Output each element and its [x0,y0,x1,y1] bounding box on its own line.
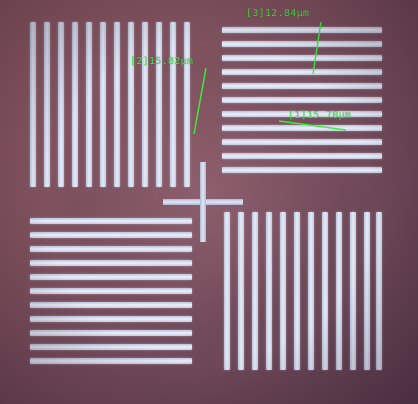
grating-bar [350,212,356,370]
grating-bottom-right-vertical [222,212,382,370]
grating-bar [100,22,106,187]
alignment-cross-vertical [200,162,206,242]
grating-bar [238,212,244,370]
grating-bar [222,111,382,117]
grating-bar [222,97,382,103]
grating-bar [142,22,148,187]
grating-bar [222,41,382,47]
measure-label-2: [2]15.82μm [130,56,194,67]
grating-bar [280,212,286,370]
grating-bar [72,22,78,187]
grating-bar [30,260,192,266]
grating-bar [30,302,192,308]
grating-bar [30,316,192,322]
grating-bar [128,22,134,187]
grating-top-left-vertical [28,22,196,187]
grating-bar [376,212,382,370]
grating-bar [30,246,192,252]
grating-bar [156,22,162,187]
grating-bar [222,69,382,75]
grating-bar [58,22,64,187]
grating-bar [222,125,382,131]
grating-bar [30,288,192,294]
grating-bar [30,218,192,224]
grating-bar [30,274,192,280]
measure-label-1: [1]15.70μm [288,110,352,121]
grating-bar [222,83,382,89]
grating-bar [224,212,230,370]
grating-bar [252,212,258,370]
measure-label-3: [3]12.84μm [246,8,310,19]
grating-bar [222,153,382,159]
grating-top-right-horizontal [222,24,382,182]
grating-bar [364,212,370,370]
grating-bar [308,212,314,370]
grating-bar [30,232,192,238]
grating-bar [222,167,382,173]
grating-bar [336,212,342,370]
grating-bar [222,27,382,33]
grating-bar [30,330,192,336]
grating-bar [294,212,300,370]
measure-line-3 [312,21,322,75]
grating-bar [222,139,382,145]
grating-bar [30,358,192,364]
grating-bar [44,22,50,187]
measure-line-2 [193,67,207,135]
grating-bar [30,22,36,187]
grating-bar [222,55,382,61]
grating-bar [30,344,192,350]
grating-bar [114,22,120,187]
grating-bar [184,22,190,187]
grating-bar [322,212,328,370]
grating-bar [86,22,92,187]
grating-bar [170,22,176,187]
measure-line-1 [278,120,347,131]
grating-bar [266,212,272,370]
grating-bottom-left-horizontal [30,216,192,370]
